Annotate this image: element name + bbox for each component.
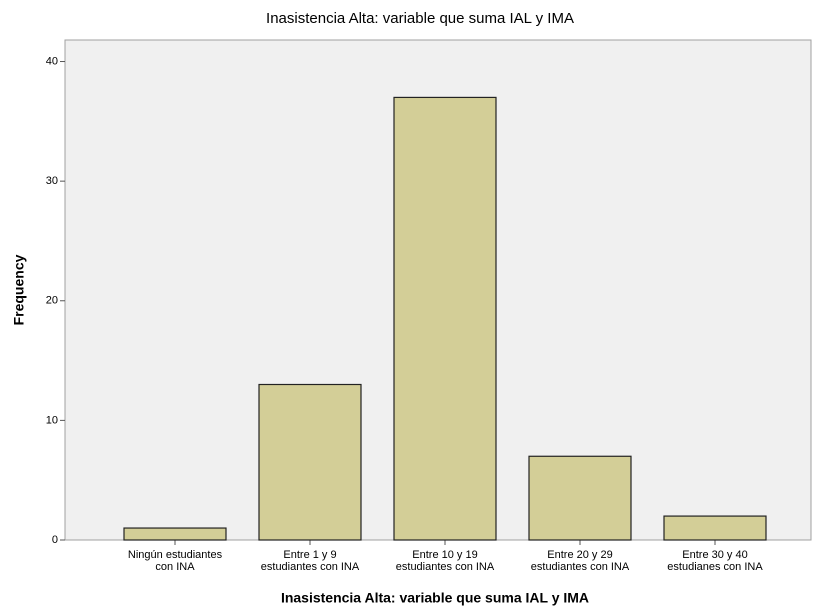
bar [123, 527, 227, 541]
y-axis-title: Frequency [11, 254, 27, 325]
bar [663, 515, 767, 541]
y-tick-label: 10 [46, 414, 58, 426]
y-tick-label: 40 [46, 55, 58, 67]
bar [528, 455, 632, 541]
chart-title: Inasistencia Alta: variable que suma IAL… [266, 10, 574, 27]
bar [258, 383, 362, 541]
x-tick-label: Entre 20 y 29 estudiantes con INA [530, 549, 630, 573]
y-tick-label: 20 [46, 295, 58, 307]
x-tick-label: Entre 10 y 19 estudiantes con INA [395, 549, 495, 573]
bar [393, 96, 497, 541]
x-axis-title: Inasistencia Alta: variable que suma IAL… [281, 590, 589, 606]
x-tick-label: Ningún estudiantes con INA [127, 549, 223, 573]
y-tick-label: 0 [52, 534, 58, 546]
x-tick-label: Entre 30 y 40 estudianes con INA [667, 549, 763, 573]
x-tick-label: Entre 1 y 9 estudiantes con INA [260, 549, 360, 573]
y-tick-label: 30 [46, 175, 58, 187]
